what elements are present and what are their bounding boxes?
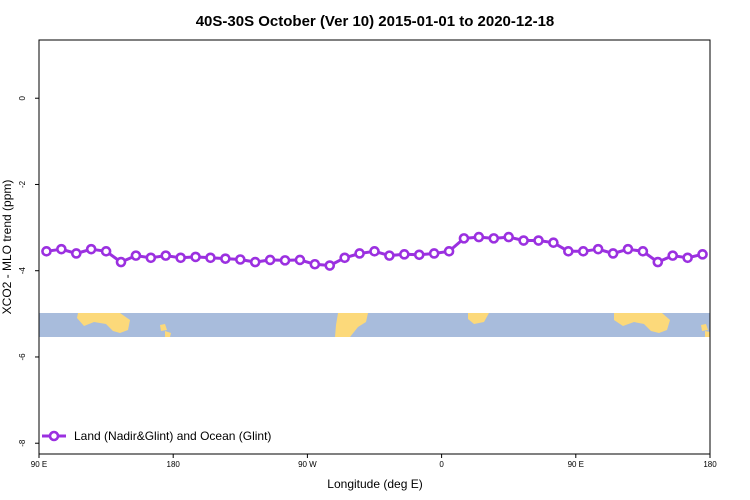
africa-land [468, 313, 489, 324]
data-point [384, 250, 395, 261]
data-point [235, 254, 246, 265]
tasmania-land-repeat [701, 324, 708, 331]
data-point [264, 254, 276, 266]
australia-land-repeat [614, 313, 670, 333]
data-point [443, 246, 455, 257]
y-axis: 0 -2 -4 -6 -8 [18, 95, 39, 447]
australia-land [77, 313, 130, 333]
tasmania-land [160, 324, 167, 331]
y-axis-label: XCO2 - MLO trend (ppm) [0, 180, 14, 315]
data-point [399, 249, 410, 260]
plot-frame [38, 39, 711, 455]
x-axis: 90 E 180 90 W 0 90 E 180 [31, 454, 717, 469]
data-point [41, 246, 52, 257]
data-point [488, 233, 500, 244]
data-point [309, 258, 321, 270]
data-point [637, 246, 649, 257]
data-point [592, 243, 604, 255]
data-point [369, 246, 380, 257]
x-tick-label: 90 W [298, 460, 317, 469]
series-layer [41, 231, 708, 271]
data-point [577, 246, 589, 257]
data-point [294, 254, 306, 266]
data-point [249, 256, 261, 268]
data-point [354, 248, 365, 259]
y-tick-label: -8 [18, 439, 27, 447]
data-point [413, 249, 425, 261]
data-point [622, 243, 634, 255]
x-tick-label: 180 [703, 460, 717, 469]
data-point [56, 243, 67, 255]
y-tick-label: -6 [18, 353, 27, 361]
y-tick-label: -2 [18, 180, 27, 188]
data-point [339, 252, 350, 264]
x-tick-label: 180 [167, 460, 181, 469]
data-point [175, 252, 186, 264]
data-point [279, 255, 291, 266]
data-point [563, 246, 574, 257]
data-point [697, 249, 708, 260]
legend-marker [48, 430, 60, 442]
x-tick-label: 90 E [568, 460, 584, 469]
ocean-band [39, 313, 710, 337]
data-point [160, 250, 172, 261]
data-point [428, 248, 440, 259]
data-point [324, 260, 336, 271]
data-point [518, 235, 529, 246]
chart-title: 40S-30S October (Ver 10) 2015-01-01 to 2… [196, 13, 555, 30]
data-point [667, 250, 679, 261]
x-tick-label: 0 [439, 460, 444, 469]
data-point [70, 248, 82, 259]
data-point [652, 256, 664, 268]
data-point [473, 231, 485, 243]
data-point [458, 233, 470, 244]
new-zealand-land [165, 331, 171, 337]
data-point [682, 252, 693, 264]
new-zealand-land-repeat [705, 331, 710, 337]
data-point [548, 237, 559, 248]
data-point [220, 253, 231, 264]
data-point [145, 252, 157, 264]
y-tick-label: 0 [18, 95, 27, 100]
y-tick-label: -4 [18, 267, 27, 275]
south-america-land [335, 313, 368, 337]
data-point [503, 231, 515, 243]
data-point [533, 235, 544, 246]
data-point [190, 251, 201, 263]
data-point [85, 243, 97, 255]
legend: Land (Nadir&Glint) and Ocean (Glint) [42, 429, 271, 443]
data-point [115, 256, 127, 268]
data-point [100, 246, 112, 257]
x-axis-label: Longitude (deg E) [327, 477, 422, 491]
data-point [607, 248, 619, 259]
land-ocean-map-strip [39, 313, 710, 337]
legend-label: Land (Nadir&Glint) and Ocean (Glint) [74, 429, 271, 443]
x-tick-label: 90 E [31, 460, 47, 469]
data-point [205, 252, 216, 264]
data-point [130, 250, 142, 261]
